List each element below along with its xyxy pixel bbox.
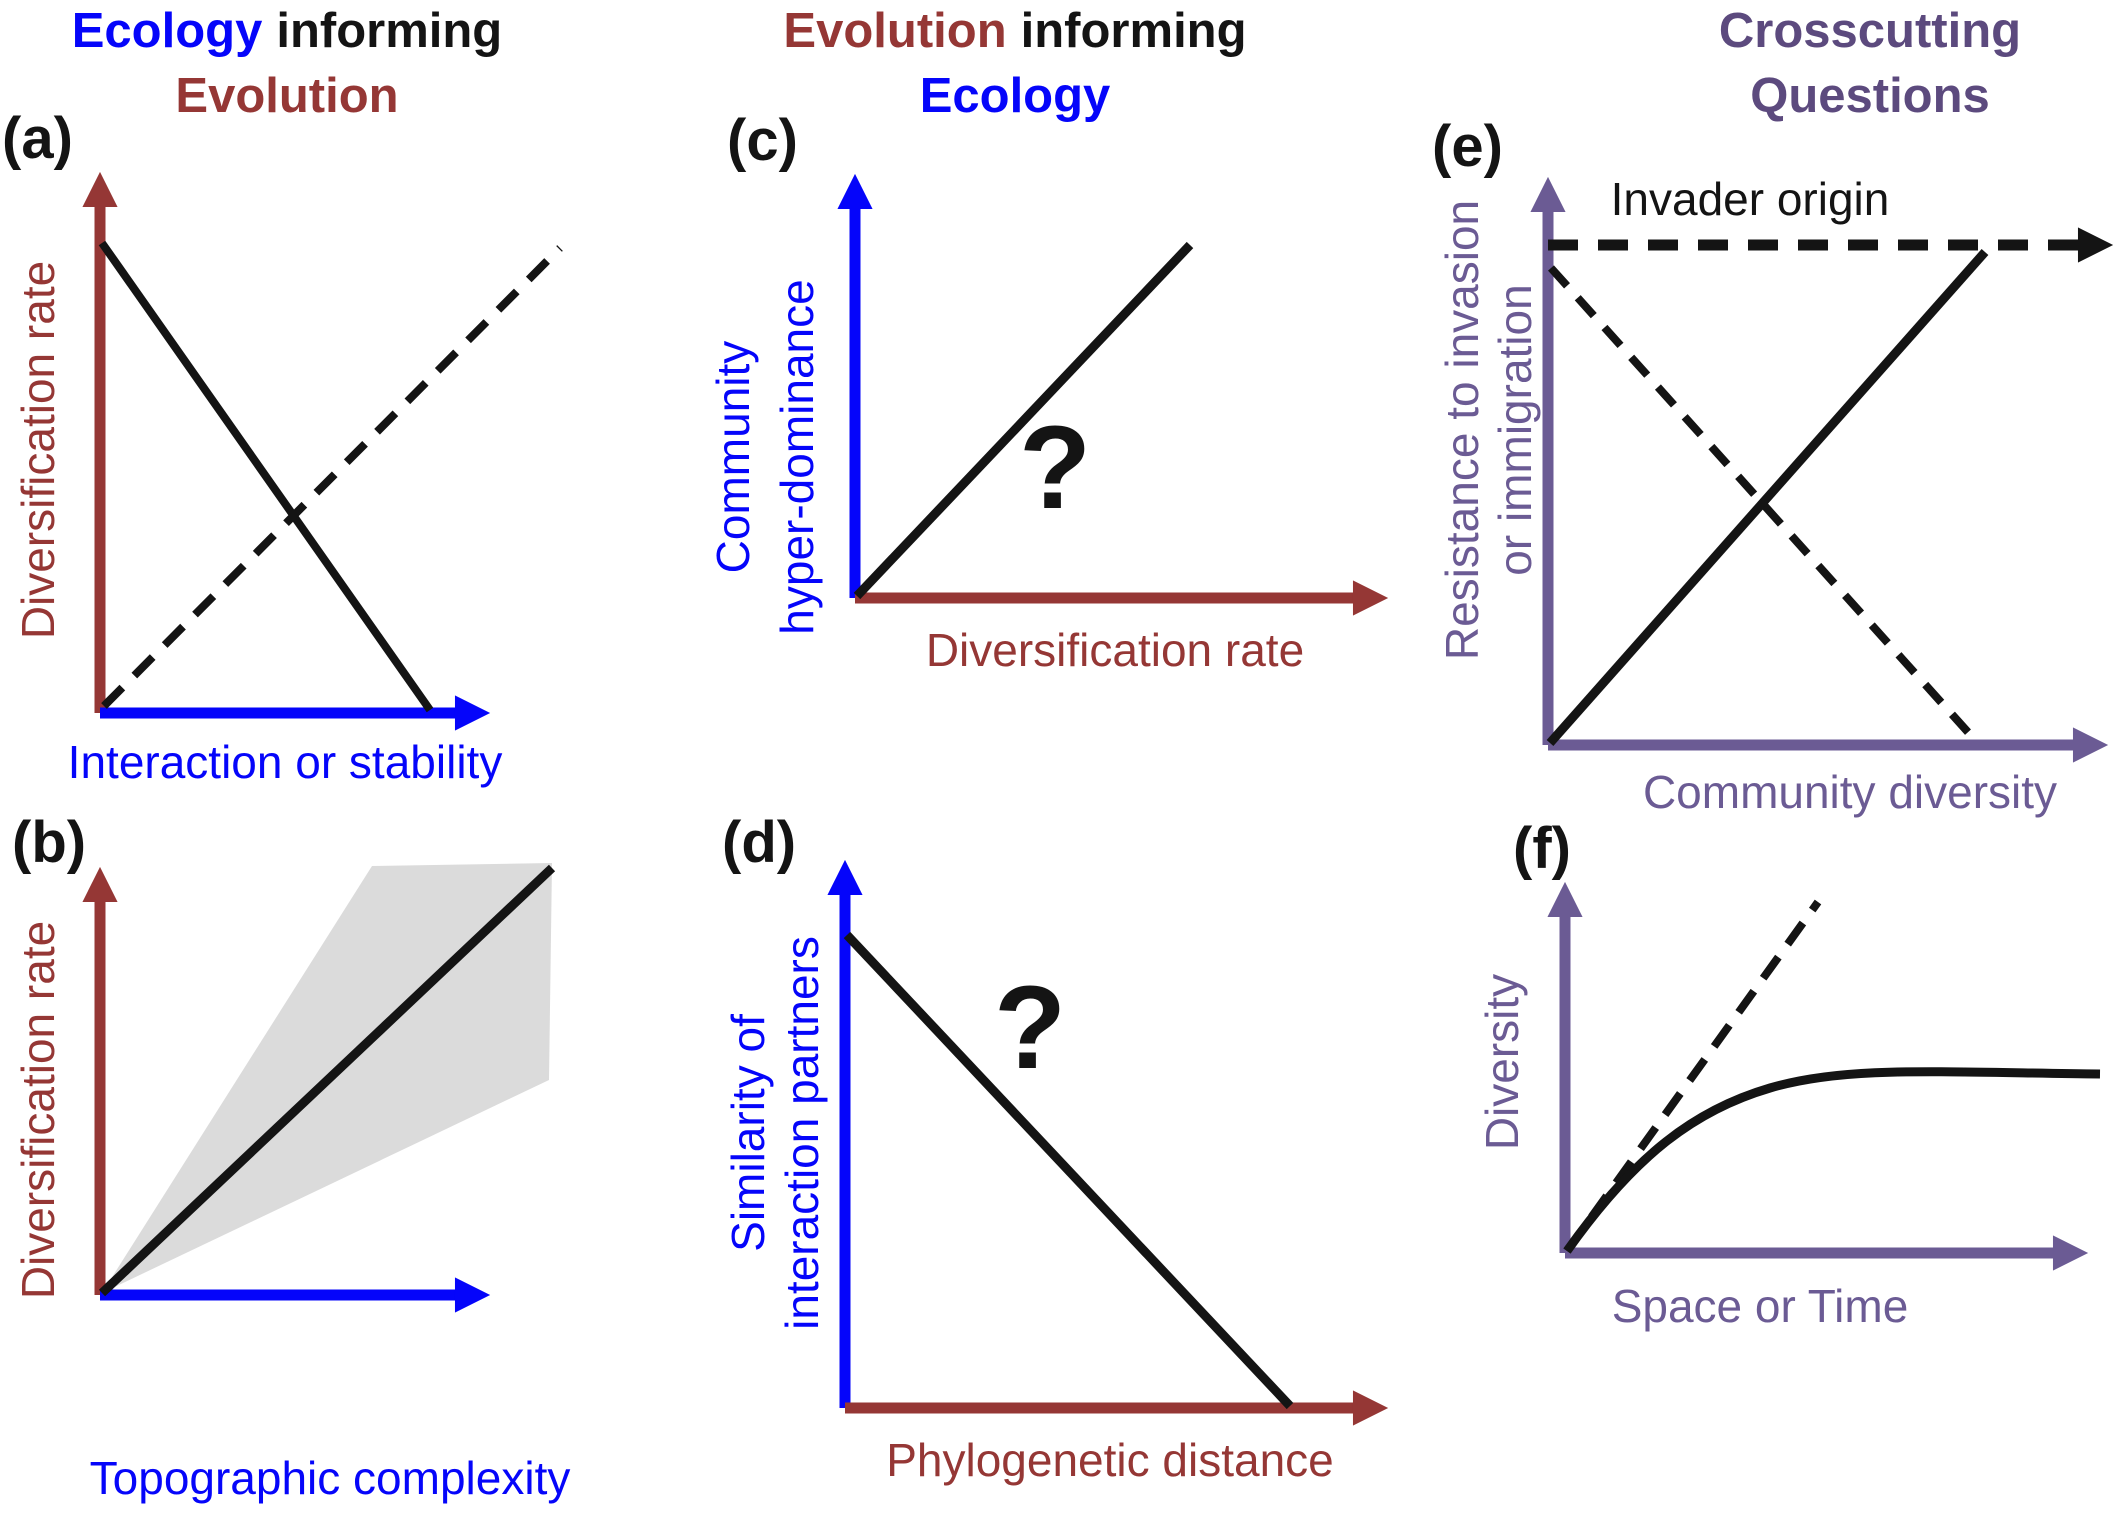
column3-title-line1: Crosscutting [1719,4,2021,58]
panel-d-y-axis-label-line2: interaction partners [776,936,828,1330]
panel-f-saturating-curve [1563,1067,2101,1254]
title-segment: Ecology [72,4,263,58]
column1-title-line2: Evolution [175,69,398,123]
panel-f-x-axis-label: Space or Time [1612,1280,1909,1332]
panel-a: (a) Diversification rate Interaction or … [2,106,563,788]
column2-title-line1: Evolution informing [783,4,1246,58]
panel-a-x-axis-label: Interaction or stability [68,736,503,788]
column1-title-line1: Ecology informing [72,4,503,58]
panel-f-y-axis-label: Diversity [1476,974,1528,1150]
panel-f-dashed-line [1563,899,1822,1254]
panel-e-dashed-line [1548,265,1978,743]
panel-d-y-axis-label-line1: Similarity of [722,1014,774,1252]
panel-b: (b) Diversification rate Topographic com… [12,810,570,1504]
panel-d-label: (d) [722,810,796,875]
panel-e-invader-origin-label: Invader origin [1611,173,1890,225]
title-segment: Crosscutting [1719,4,2021,58]
panel-c-solid-line [853,241,1194,600]
panel-b-label: (b) [12,810,86,875]
title-segment: Ecology [920,69,1111,123]
panel-c: (c) ? Community hyper-dominance Diversif… [707,108,1389,676]
panel-f: (f) Diversity Space or Time [1476,816,2101,1332]
title-segment: Evolution [175,69,398,123]
panel-c-x-axis-label: Diversification rate [926,624,1304,676]
panel-e-x-axis-label: Community diversity [1643,766,2057,818]
panel-d-question-mark: ? [994,962,1066,1094]
panel-f-label: (f) [1513,816,1571,881]
panel-e-y-axis-label-line2: or immigration [1489,284,1541,575]
panel-d: (d) ? Similarity of interaction partners… [722,810,1389,1486]
title-segment: Evolution [783,4,1006,58]
panel-a-dashed-line [101,245,563,709]
panel-a-y-axis-label: Diversification rate [12,261,64,639]
panel-c-label: (c) [727,108,798,173]
title-segment: informing [1021,4,1247,58]
panel-e-solid-line [1546,249,1989,746]
panel-a-solid-line [98,240,434,713]
column2-title-line2: Ecology [920,69,1111,123]
panel-e-label: (e) [1432,114,1503,179]
column3-title-line2: Questions [1750,69,1990,123]
panel-e-y-axis-label-line1: Resistance to invasion [1436,200,1488,660]
panel-e: (e) Invader origin Resistance to invasio… [1432,114,2114,818]
panel-c-y-axis-label-line2: hyper-dominance [771,279,823,634]
panel-c-question-mark: ? [1019,402,1091,534]
title-segment: informing [276,4,502,58]
panel-d-x-axis-label: Phylogenetic distance [886,1434,1334,1486]
column-titles: Ecology informing Evolution Evolution info… [72,4,2021,123]
title-segment: Questions [1750,69,1990,123]
panel-b-x-axis-label: Topographic complexity [90,1452,571,1504]
panel-d-solid-line [843,931,1294,1410]
panel-b-y-axis-label: Diversification rate [12,921,64,1299]
panel-a-label: (a) [2,106,73,171]
panel-b-solid-line [98,864,556,1297]
panel-c-y-axis-label-line1: Community [707,341,759,574]
